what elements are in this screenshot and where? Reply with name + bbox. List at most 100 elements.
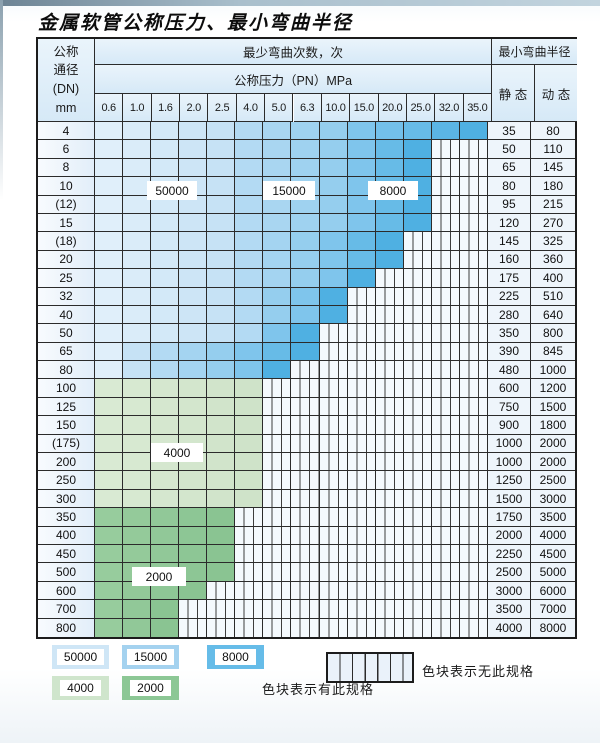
spec-cell <box>347 158 376 178</box>
spec-cell <box>179 305 208 325</box>
dynamic-radius-value: 1800 <box>530 416 575 435</box>
no-spec-cell <box>347 453 376 472</box>
spec-cell <box>207 361 236 380</box>
no-spec-cell <box>235 600 264 619</box>
spec-cell <box>375 140 404 159</box>
corner-line1: 公称 <box>53 44 79 59</box>
spec-cell <box>375 250 404 270</box>
spec-cell <box>235 158 264 178</box>
no-spec-cell <box>347 600 376 619</box>
spec-cell <box>319 250 348 270</box>
spec-cell <box>235 305 264 325</box>
spec-cell <box>235 232 264 251</box>
spec-cell <box>95 177 124 196</box>
dynamic-header: 动 态 <box>535 65 577 122</box>
no-spec-cell <box>235 508 264 527</box>
no-spec-cell <box>235 526 264 546</box>
spec-cell <box>123 489 152 509</box>
static-radius-value: 160 <box>487 250 531 270</box>
spec-cell <box>123 195 152 214</box>
spec-cell <box>95 379 124 398</box>
dynamic-radius-value: 2500 <box>530 471 575 490</box>
dn-label: 20 <box>38 250 95 270</box>
static-radius-value: 1250 <box>487 471 531 490</box>
no-spec-cell <box>403 379 432 398</box>
dynamic-radius-value: 110 <box>530 140 575 159</box>
spec-cell <box>207 195 236 214</box>
radius-header: 最小弯曲半径 <box>492 39 577 65</box>
spec-cell <box>207 489 236 509</box>
no-spec-cell <box>263 563 292 582</box>
spec-cell <box>179 563 208 582</box>
spec-cell <box>151 379 180 398</box>
pressure-header-cell: 32.0 <box>435 94 464 122</box>
spec-cell <box>95 305 124 325</box>
spec-cell <box>123 416 152 435</box>
static-radius-value: 2500 <box>487 563 531 582</box>
no-spec-cell <box>431 416 460 435</box>
no-spec-cell <box>431 195 460 214</box>
spec-cell <box>123 545 152 564</box>
spec-cell <box>375 195 404 214</box>
spec-cell <box>123 361 152 380</box>
static-radius-value: 50 <box>487 140 531 159</box>
spec-cell <box>207 563 236 582</box>
no-spec-cell <box>431 434 460 454</box>
spec-cell <box>123 471 152 490</box>
spec-cell <box>151 397 180 417</box>
no-spec-cell <box>375 434 404 454</box>
spec-cell <box>179 581 208 601</box>
no-spec-cell <box>375 324 404 343</box>
no-spec-cell <box>319 471 348 490</box>
spec-cell <box>263 287 292 306</box>
no-spec-cell <box>375 581 404 601</box>
no-spec-cell <box>431 287 460 306</box>
no-spec-cell <box>459 545 488 564</box>
spec-cell <box>123 618 152 637</box>
static-radius-value: 175 <box>487 269 531 288</box>
no-spec-cell <box>347 489 376 509</box>
no-spec-cell <box>291 416 320 435</box>
spec-cell <box>123 342 152 362</box>
page-title: 金属软管公称压力、最小弯曲半径 <box>38 12 354 34</box>
dn-label: 15 <box>38 213 95 233</box>
spec-cell <box>319 269 348 288</box>
spec-cell <box>179 122 208 141</box>
no-spec-cell <box>179 618 208 637</box>
no-spec-cell <box>263 581 292 601</box>
spec-cell <box>235 177 264 196</box>
no-spec-cell <box>431 177 460 196</box>
static-radius-value: 35 <box>487 122 531 141</box>
no-spec-cell <box>403 434 432 454</box>
spec-cell <box>235 213 264 233</box>
spec-cell <box>235 471 264 490</box>
legend-swatch-label: 50000 <box>56 649 105 665</box>
no-spec-cell <box>375 526 404 546</box>
no-spec-cell <box>431 140 460 159</box>
pressure-header-cell: 5.0 <box>265 94 294 122</box>
no-spec-cell <box>207 581 236 601</box>
spec-cell <box>207 269 236 288</box>
spec-cell <box>235 361 264 380</box>
spec-cell <box>95 581 124 601</box>
spec-cell <box>151 581 180 601</box>
no-spec-cell <box>319 397 348 417</box>
no-spec-cell <box>459 250 488 270</box>
dynamic-radius-value: 270 <box>530 213 575 233</box>
dn-label: 500 <box>38 563 95 582</box>
spec-cell <box>95 232 124 251</box>
spec-cell <box>179 195 208 214</box>
spec-cell <box>95 250 124 270</box>
no-spec-cell <box>431 563 460 582</box>
dynamic-radius-value: 1000 <box>530 361 575 380</box>
no-spec-cell <box>431 213 460 233</box>
dynamic-radius-value: 145 <box>530 158 575 178</box>
spec-cell <box>403 140 432 159</box>
no-spec-cell <box>263 618 292 637</box>
spec-cell <box>151 122 180 141</box>
no-spec-cell <box>431 581 460 601</box>
no-spec-cell <box>291 600 320 619</box>
static-radius-value: 225 <box>487 287 531 306</box>
no-spec-cell <box>403 250 432 270</box>
no-spec-cell <box>207 600 236 619</box>
